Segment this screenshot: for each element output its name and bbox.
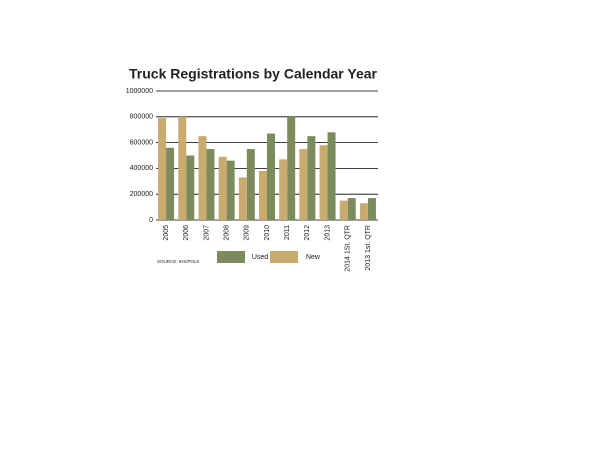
bar	[206, 149, 215, 220]
bar	[339, 200, 348, 220]
bar	[178, 116, 187, 220]
x-tick-label: 2008	[223, 225, 230, 241]
legend-label: Used	[252, 254, 268, 261]
legend-label: New	[306, 254, 321, 261]
x-tick-label: 2010	[264, 225, 271, 241]
x-tick-label: 2011	[284, 225, 291, 240]
y-tick-label: 600000	[130, 139, 153, 146]
source-note: SOURCE: IHS/POLK	[157, 259, 200, 264]
bar	[158, 118, 167, 220]
x-tick-label: 2009	[244, 225, 251, 241]
y-tick-label: 800000	[130, 114, 153, 121]
bar	[327, 132, 336, 220]
bar	[186, 155, 195, 220]
bar	[267, 133, 275, 220]
legend-swatch	[217, 251, 245, 263]
y-tick-label: 0	[149, 217, 153, 224]
x-tick-label: 2007	[203, 225, 210, 241]
bar	[347, 198, 356, 220]
bar	[319, 145, 328, 220]
x-tick-label: 2014 1St. QTR	[345, 225, 352, 272]
bar	[287, 116, 296, 220]
y-tick-label: 400000	[130, 165, 153, 172]
x-tick-label: 2013	[324, 225, 331, 241]
y-tick-label: 1000000	[126, 88, 153, 95]
bar	[166, 147, 175, 220]
bar	[238, 177, 247, 220]
bar	[218, 156, 227, 220]
bar	[198, 136, 207, 220]
y-tick-label: 200000	[130, 191, 153, 198]
bar	[259, 170, 267, 220]
x-tick-label: 2013 1st. QTR	[365, 225, 372, 271]
x-tick-label: 2012	[304, 225, 311, 241]
bar	[279, 159, 288, 220]
bar	[246, 149, 255, 220]
x-tick-label: 2005	[163, 225, 170, 241]
legend-swatch	[270, 251, 298, 263]
bar	[359, 203, 368, 220]
chart-title: Truck Registrations by Calendar Year	[129, 66, 378, 82]
x-tick-label: 2006	[183, 225, 190, 241]
bar	[307, 136, 316, 220]
bar	[226, 160, 235, 220]
bar	[299, 149, 308, 220]
bar	[367, 198, 376, 220]
